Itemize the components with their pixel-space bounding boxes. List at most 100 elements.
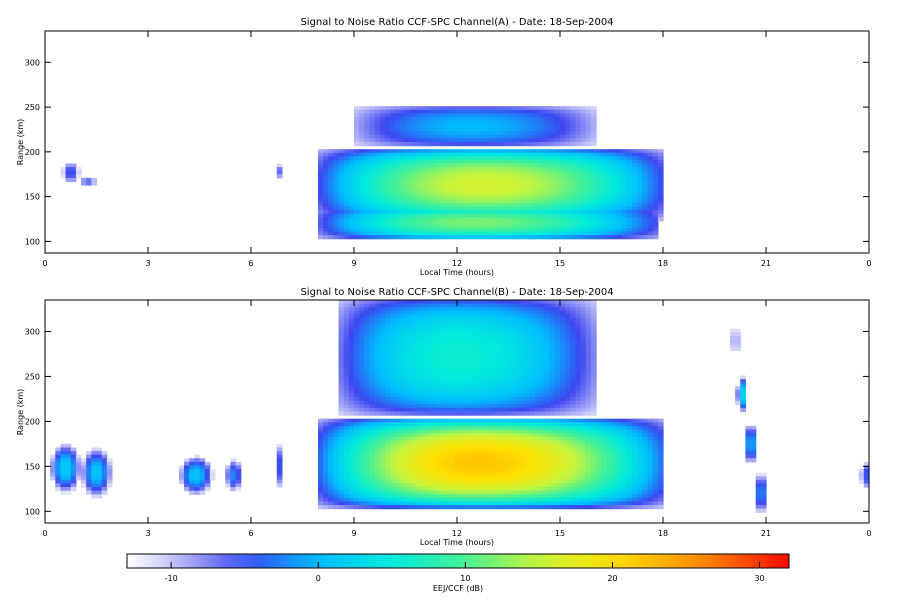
panel-b-cell bbox=[323, 469, 329, 474]
panel-a-cell bbox=[426, 188, 432, 193]
panel-a-cell bbox=[467, 159, 474, 165]
panel-b-cell bbox=[395, 461, 401, 467]
panel-b-cell bbox=[343, 321, 350, 326]
panel-a-cell bbox=[657, 170, 664, 175]
panel-b-cell bbox=[400, 458, 407, 463]
panel-a-cell bbox=[467, 149, 474, 154]
panel-b-cell bbox=[513, 343, 520, 348]
panel-b-cell bbox=[539, 382, 546, 387]
panel-b-cell bbox=[534, 454, 540, 459]
panel-b-cell bbox=[359, 332, 365, 337]
panel-a-cell bbox=[415, 213, 422, 218]
panel-b-cell bbox=[354, 321, 360, 326]
panel-a-cell bbox=[369, 217, 376, 222]
panel-b-cell bbox=[436, 307, 443, 312]
panel-b-cell bbox=[343, 343, 350, 348]
panel-a-cell bbox=[575, 138, 582, 143]
panel-a-cell bbox=[482, 235, 489, 240]
panel-a-cell bbox=[523, 167, 530, 172]
panel-a-cell bbox=[544, 167, 551, 172]
panel-b-cell bbox=[369, 317, 376, 323]
panel-a-cell bbox=[575, 202, 582, 208]
panel-b-cell bbox=[446, 407, 453, 413]
panel-b-cell bbox=[544, 454, 551, 459]
panel-a-cell bbox=[420, 120, 427, 125]
panel-b-cell bbox=[328, 433, 334, 438]
panel-a-cell bbox=[585, 120, 592, 125]
panel-b-cell bbox=[359, 310, 365, 315]
panel-b-cell bbox=[384, 404, 391, 409]
panel-b-cell bbox=[369, 433, 376, 438]
panel-b-cell bbox=[467, 325, 474, 330]
panel-b-cell bbox=[343, 505, 350, 510]
panel-a-cell bbox=[467, 235, 474, 240]
panel-b-cell bbox=[431, 429, 437, 434]
panel-a-cell bbox=[426, 195, 432, 200]
panel-a-cell bbox=[549, 163, 556, 168]
panel-b-cell bbox=[441, 361, 448, 366]
panel-b-cell bbox=[348, 357, 355, 362]
panel-b-cell bbox=[482, 339, 489, 344]
panel-a-cell bbox=[549, 106, 556, 111]
panel-a-cell bbox=[436, 227, 443, 233]
panel-b-cell bbox=[374, 479, 381, 485]
panel-b-cell bbox=[405, 483, 412, 488]
panel-b-cell bbox=[498, 440, 504, 445]
panel-a-cell bbox=[343, 156, 350, 161]
panel-b-cell bbox=[441, 389, 448, 395]
panel-a-cell bbox=[534, 184, 540, 190]
panel-b-cell bbox=[400, 353, 407, 359]
panel-b-cell bbox=[436, 375, 443, 380]
panel-a-cell bbox=[487, 131, 494, 136]
panel-b-cell bbox=[101, 490, 108, 495]
panel-b-cell bbox=[498, 436, 504, 441]
panel-b-cell bbox=[534, 393, 540, 398]
panel-b-cell bbox=[395, 451, 401, 456]
panel-b-cell bbox=[359, 364, 365, 369]
panel-b-cell bbox=[343, 447, 350, 452]
panel-b-cell bbox=[189, 472, 195, 477]
panel-b-cell bbox=[359, 343, 365, 348]
panel-a-cell bbox=[549, 220, 556, 225]
panel-b-cell bbox=[549, 465, 556, 470]
panel-b-cell bbox=[374, 371, 381, 377]
panel-b-cell bbox=[513, 461, 520, 467]
panel-a-cell bbox=[534, 124, 540, 129]
panel-a-cell bbox=[493, 149, 499, 154]
panel-b-cell bbox=[348, 346, 355, 351]
panel-b-cell bbox=[446, 343, 453, 348]
panel-b-cell bbox=[426, 461, 432, 467]
panel-b-cell bbox=[369, 429, 376, 434]
panel-b-cell bbox=[431, 371, 437, 377]
panel-a-cell bbox=[493, 174, 499, 179]
panel-a-cell bbox=[410, 199, 417, 204]
panel-b-cell bbox=[503, 389, 510, 395]
panel-b-cell bbox=[75, 458, 82, 463]
panel-b-cell bbox=[451, 346, 458, 351]
panel-a-cell bbox=[549, 131, 556, 136]
panel-a-cell bbox=[523, 131, 530, 136]
panel-a-cell bbox=[436, 174, 443, 179]
panel-b-cell bbox=[431, 454, 437, 459]
panel-b-cell bbox=[477, 314, 484, 319]
panel-a-cell bbox=[431, 156, 437, 161]
panel-b-cell bbox=[446, 361, 453, 366]
panel-a-cell bbox=[436, 156, 443, 161]
panel-a-cell bbox=[580, 120, 587, 125]
panel-b-cell bbox=[523, 501, 530, 506]
panel-b-cell bbox=[534, 379, 540, 384]
panel-b-cell bbox=[384, 476, 391, 481]
panel-a-cell bbox=[493, 142, 499, 147]
panel-b-cell bbox=[343, 357, 350, 362]
panel-a-cell bbox=[518, 152, 525, 157]
panel-a-cell bbox=[374, 152, 381, 157]
panel-a-cell bbox=[426, 167, 432, 172]
panel-a-cell bbox=[364, 231, 371, 236]
panel-b-cell bbox=[493, 364, 499, 369]
panel-a-cell bbox=[431, 181, 437, 186]
panel-a-cell bbox=[529, 106, 535, 111]
panel-b-cell bbox=[384, 494, 391, 499]
panel-b-cell bbox=[493, 317, 499, 323]
panel-a-cell bbox=[482, 184, 489, 190]
panel-a-cell bbox=[482, 177, 489, 182]
